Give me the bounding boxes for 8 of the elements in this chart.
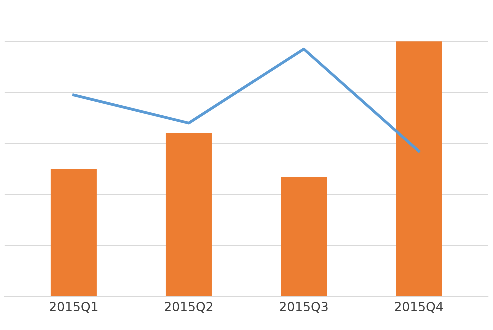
x-tick-label: 2015Q4 <box>395 302 444 313</box>
bar <box>396 42 442 297</box>
x-tick-label: 2015Q1 <box>50 302 98 313</box>
x-tick-label: 2015Q2 <box>165 302 213 313</box>
bar <box>50 169 97 297</box>
bar <box>281 176 328 297</box>
x-tick-label: 2015Q3 <box>280 302 328 313</box>
bar <box>166 134 212 297</box>
